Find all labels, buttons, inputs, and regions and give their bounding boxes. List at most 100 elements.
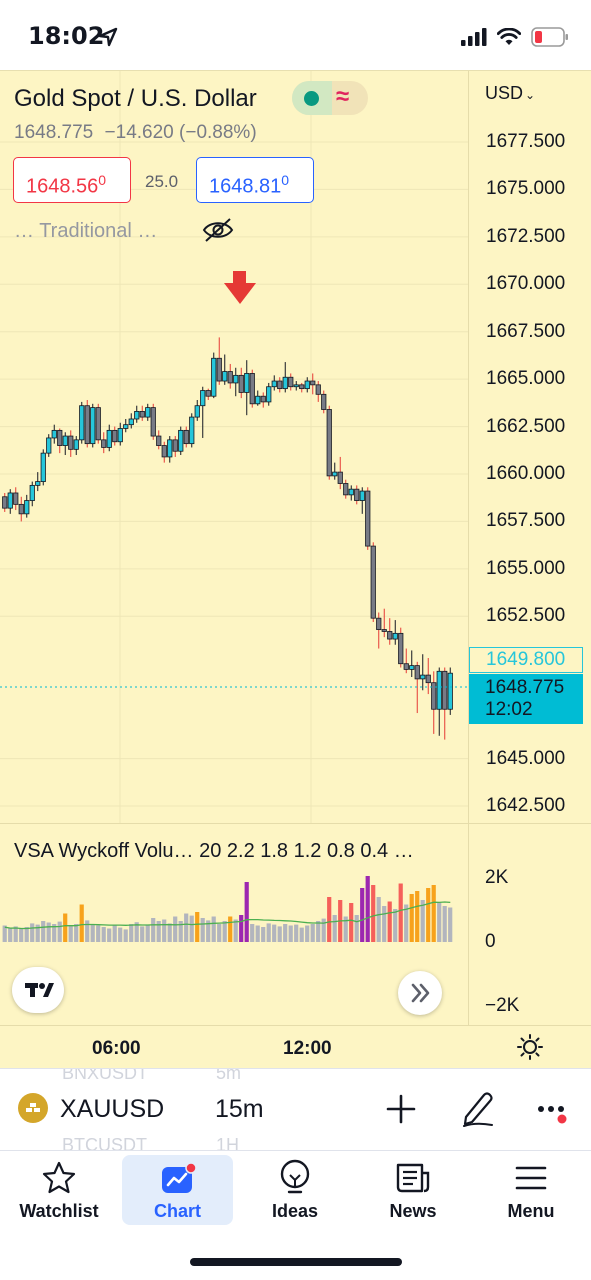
chart-title[interactable]: Gold Spot / U.S. Dollar (14, 85, 257, 112)
last-price: 1648.775 (14, 122, 94, 143)
candle (238, 367, 244, 399)
tab-watchlist[interactable]: Watchlist (8, 1151, 110, 1227)
volume-bar (349, 903, 354, 942)
buy-button[interactable]: 1648.810 (196, 157, 314, 203)
volume-bar (354, 915, 359, 942)
volume-bar (327, 897, 332, 942)
scroll-to-realtime-button[interactable] (398, 971, 442, 1015)
candle (40, 449, 46, 486)
candle (216, 337, 222, 385)
candle (403, 648, 409, 674)
sell-button[interactable]: 1648.560 (13, 157, 131, 203)
volume-bar (387, 901, 392, 942)
time-label-1200: 12:00 (283, 1038, 332, 1059)
volume-bar (145, 924, 150, 942)
currency-selector[interactable]: USD ⌄ (485, 83, 535, 104)
candle (51, 424, 57, 444)
candle (200, 386, 206, 438)
volume-bar (420, 900, 425, 942)
price-axis-label: 1645.000 (486, 747, 566, 769)
tab-ideas-label: Ideas (271, 1201, 319, 1221)
volume-indicator-title[interactable]: VSA Wyckoff Volu… 20 2.2 1.8 1.2 0.8 0.4… (14, 840, 414, 862)
hamburger-menu-icon (515, 1166, 547, 1190)
price-axis-label: 1657.500 (486, 510, 566, 532)
tab-menu[interactable]: Menu (480, 1151, 582, 1227)
chart-settings-gear-icon[interactable] (517, 1034, 543, 1060)
drawing-pen-icon[interactable] (460, 1089, 496, 1127)
more-options-icon[interactable] (536, 1101, 570, 1125)
volume-axis-top: 2K (485, 867, 509, 888)
volume-bar (13, 926, 18, 942)
pivot-indicator-label[interactable]: … Traditional … (14, 220, 158, 242)
candle (266, 382, 272, 406)
candle (211, 352, 217, 399)
symbol-toolbar: BNXUSDT 5m BTCUSDT 1H XAUUSD 15m (0, 1068, 591, 1150)
status-time: 18:02 (28, 22, 105, 50)
volume-bar (96, 925, 101, 942)
tradingview-logo-button[interactable] (12, 967, 64, 1013)
symbol-selector[interactable]: XAUUSD (60, 1095, 165, 1123)
tab-news[interactable]: News (363, 1151, 463, 1227)
chevron-down-icon: ⌄ (525, 88, 536, 102)
candle (150, 403, 156, 440)
candle (189, 413, 195, 448)
time-label-0600: 06:00 (92, 1038, 141, 1059)
volume-bar (404, 904, 409, 942)
price-axis-label: 1642.500 (486, 795, 566, 816)
candle (431, 671, 437, 734)
volume-bar (305, 925, 310, 942)
volume-bar (41, 921, 46, 942)
price-axis[interactable]: USD ⌄ 1677.500 1675.000 1672.500 1670.000 166… (468, 71, 591, 1025)
volume-bar (189, 915, 194, 942)
ghost-symbol-top: BNXUSDT (62, 1068, 149, 1083)
candle (128, 413, 134, 429)
candle (370, 542, 376, 622)
candle (337, 456, 343, 490)
volume-bar (217, 924, 222, 942)
candle (365, 487, 371, 550)
candle (139, 405, 145, 421)
volume-bar (85, 920, 90, 942)
volume-bar (167, 923, 172, 942)
volume-bar (129, 924, 134, 942)
volume-bar (134, 922, 139, 942)
tab-chart[interactable]: Chart (122, 1155, 233, 1225)
volume-pane[interactable]: VSA Wyckoff Volu… 20 2.2 1.8 1.2 0.8 0.4… (0, 824, 468, 1025)
candle (90, 403, 96, 448)
time-axis[interactable]: 06:00 12:00 (0, 1025, 591, 1069)
price-summary: 1648.775 −14.620 (−0.88%) (14, 122, 257, 144)
volume-bar (140, 926, 145, 942)
interval-selector[interactable]: 15m (215, 1095, 264, 1123)
candle (227, 363, 233, 389)
chart-area[interactable]: Gold Spot / U.S. Dollar ≈ 1648.775 −14.6… (0, 70, 591, 1068)
candle (436, 667, 442, 736)
eye-off-icon[interactable] (202, 217, 234, 243)
candle (442, 667, 448, 740)
tab-chart-label: Chart (153, 1201, 201, 1221)
candle (117, 422, 123, 446)
chart-tab-icon (162, 1163, 196, 1193)
candle (178, 426, 184, 456)
candle (73, 436, 79, 456)
volume-bar (266, 923, 271, 942)
tab-ideas[interactable]: Ideas (245, 1151, 345, 1227)
price-pane[interactable]: Gold Spot / U.S. Dollar ≈ 1648.775 −14.6… (0, 71, 468, 823)
volume-bar (277, 926, 282, 942)
candle (409, 650, 415, 677)
newspaper-icon (396, 1163, 430, 1193)
price-line-tag: 1649.800 (469, 647, 583, 673)
candlestick-chart[interactable] (0, 71, 468, 823)
price-axis-label: 1670.000 (486, 273, 566, 295)
pane-divider[interactable] (0, 823, 591, 824)
candle (46, 434, 52, 457)
volume-bar (123, 929, 128, 942)
plus-icon[interactable] (386, 1094, 416, 1124)
candle (18, 496, 24, 522)
candle (398, 627, 404, 668)
volume-bar (283, 924, 288, 942)
candle (255, 390, 261, 406)
volume-bar (74, 924, 79, 942)
volume-bar (382, 906, 387, 942)
market-status-pill[interactable]: ≈ (292, 81, 368, 115)
volume-bar (57, 921, 62, 942)
